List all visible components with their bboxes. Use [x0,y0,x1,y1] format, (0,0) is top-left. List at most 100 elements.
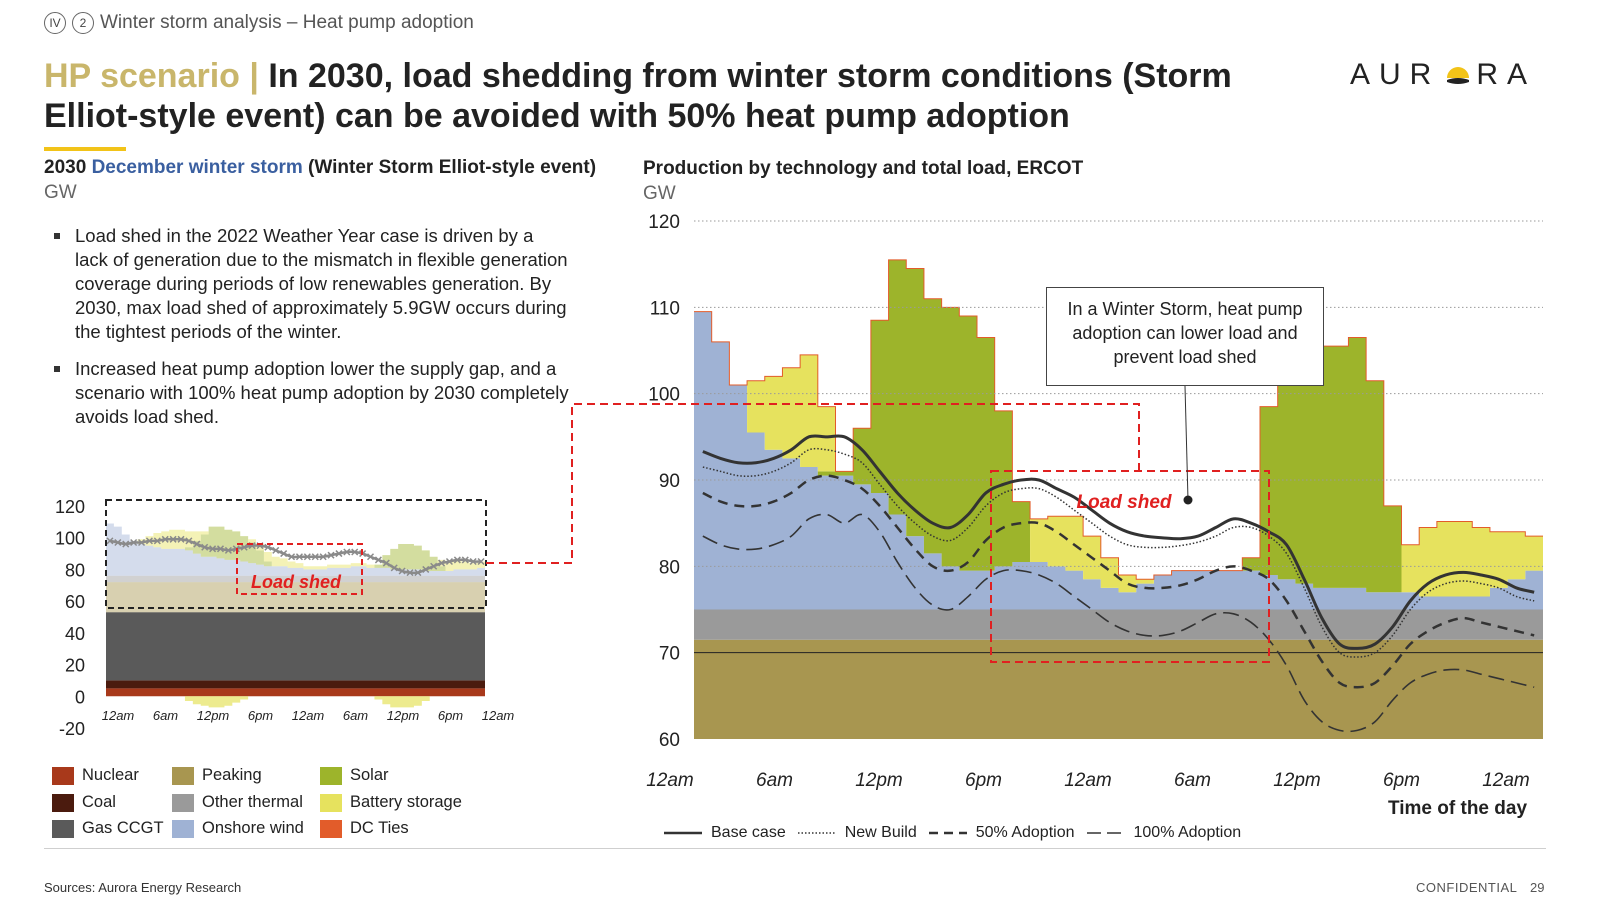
section-badge-2: 2 [72,12,94,34]
legend-item-battery-storage: Battery storage [320,793,462,812]
legend-line-label: Base case [711,824,786,841]
load-marker [138,538,146,547]
y-tick-label: 80 [65,560,85,580]
x-tick-label: 12am [482,708,515,723]
legend-swatch [320,793,342,812]
bullet-item-2: Increased heat pump adoption lower the s… [50,357,570,429]
legend-item-peaking: Peaking [172,766,262,785]
y-tick-label: 100 [648,385,680,406]
load-marker [343,548,351,556]
long-dashed-line-icon [1086,832,1125,834]
load-marker [193,540,201,548]
x-tick-label: 6pm [1383,770,1420,791]
x-tick-label: 6pm [438,708,463,723]
callout-pointer [1184,385,1189,501]
x-tick-label: 12am [102,708,135,723]
bullet-list: Load shed in the 2022 Weather Year case … [50,224,570,442]
load-marker [106,537,114,545]
legend-label: Gas CCGT [82,819,164,837]
load-marker [153,537,161,545]
load-marker [145,537,153,545]
page-title: HP scenario | In 2030, load shedding fro… [44,56,1274,136]
line-100-adoption [702,513,1535,733]
legend-label: Coal [82,793,116,811]
load-marker [295,553,303,561]
x-tick-label: 6pm [965,770,1002,791]
y-tick-label: 40 [65,624,85,644]
legend-swatch [320,819,342,838]
load-marker [264,543,272,551]
breadcrumb: IV 2 Winter storm analysis – Heat pump a… [44,12,474,34]
legend-swatch [172,819,194,838]
legend-line-label: 50% Adoption [975,824,1075,841]
x-tick-label: 6am [756,770,793,791]
legend-item-nuclear: Nuclear [52,766,139,785]
y-tick-label: 90 [659,471,680,492]
left-chart-unit: GW [44,182,77,203]
legend-item-other-thermal: Other thermal [172,793,303,812]
load-marker [366,553,375,561]
legend-label: Onshore wind [202,819,304,837]
legend-label: Battery storage [350,793,462,811]
load-marker [303,553,311,561]
callout-box: In a Winter Storm, heat pump adoption ca… [1046,287,1324,386]
load-marker [224,546,232,554]
edge-dc-ties [694,259,1543,580]
legend-line-label: 100% Adoption [1133,824,1242,841]
y-tick-label: -20 [59,719,85,739]
right-chart-heading: Production by technology and total load,… [643,158,1084,179]
load-marker [288,553,296,561]
load-marker [280,550,288,558]
small-load-shed-box [236,543,363,595]
load-marker [445,557,453,566]
line-base-case [702,434,1535,650]
area-dc-ties-negative [106,696,485,708]
y-tick-label: 110 [650,298,680,319]
sources-note: Sources: Aurora Energy Research [44,880,242,895]
legend-line-label: New Build [844,824,917,841]
x-tick-label: 12pm [197,708,230,723]
solid-line-icon [664,831,702,835]
load-marker [177,535,185,543]
y-tick-label: 120 [648,212,680,233]
x-tick-label: 12pm [387,708,420,723]
legend-item-coal: Coal [52,793,116,812]
x-tick-label: 12am [1064,770,1112,791]
legend-swatch [52,819,74,838]
x-tick-label: 6am [1174,770,1211,791]
dashed-line-icon [928,831,967,835]
legend-label: Peaking [202,766,262,784]
legend-line-100-adoption: 100% Adoption [1086,824,1242,842]
load-marker [216,545,225,553]
x-tick-label: 6am [343,708,368,723]
area-peaking [106,582,485,613]
load-marker [430,562,438,570]
load-marker [469,557,477,566]
legend-item-solar: Solar [320,766,389,785]
callout-dot [1183,495,1193,505]
load-marker [351,548,359,556]
confidential-label: CONFIDENTIAL [1416,880,1518,895]
load-marker [240,543,248,551]
legend-line-new-build: New Build [797,824,917,842]
main-chart: 60 70 80 90 100 110 120 12am 6am 12pm 6pm 12am 6am 12… [646,212,1543,791]
y-tick-label: 60 [65,592,85,612]
area-other-thermal [694,609,1543,640]
y-tick-label: 70 [659,644,680,665]
legend-item-gas-ccgt: Gas CCGT [52,819,164,838]
line-legend: Base case New Build 50% Adoption 100% Ad… [664,824,1241,842]
zoom-frame [105,499,487,609]
load-marker [390,564,398,572]
y-tick-label: 20 [65,656,85,676]
line-50-adoption [702,474,1535,689]
legend-swatch [52,766,74,785]
legend-swatch [320,766,342,785]
small-load-shed-label: Load shed [251,572,342,592]
area-onshore-wind [106,523,485,576]
legend-label: Other thermal [202,793,303,811]
left-heading-suffix: (Winter Storm Elliot-style event) [308,157,597,178]
load-marker [209,545,217,553]
right-chart-unit: GW [643,183,676,204]
legend-label: Nuclear [82,766,139,784]
